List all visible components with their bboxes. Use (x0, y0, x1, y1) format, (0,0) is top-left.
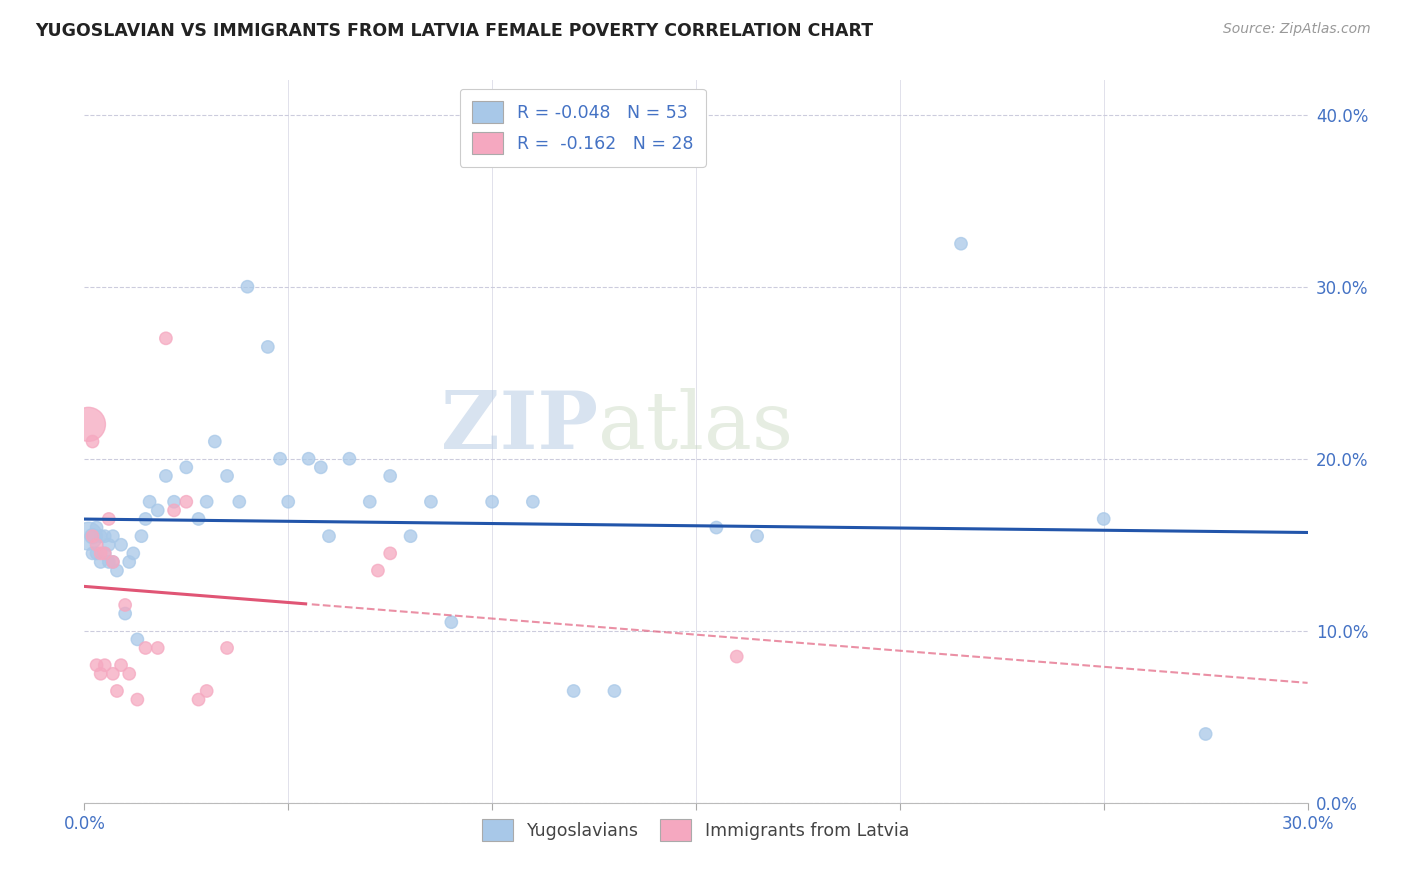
Point (277, 494, 299, 508)
Point (309, 460, 332, 475)
Point (174, 494, 197, 508)
Point (747, 529, 769, 543)
Point (135, 512, 157, 526)
Point (97, 555, 120, 569)
Point (86, 538, 108, 552)
Point (257, 340, 280, 354)
Point (146, 503, 169, 517)
Point (82, 546, 104, 560)
Point (138, 494, 160, 508)
Point (90, 529, 112, 543)
Point (481, 494, 503, 508)
Point (82, 434, 104, 449)
Text: ZIP: ZIP (441, 388, 598, 467)
Point (1195, 727, 1218, 741)
Point (195, 494, 218, 508)
Point (86, 520, 108, 534)
Point (77, 417, 100, 432)
Text: atlas: atlas (598, 388, 793, 467)
Point (110, 538, 132, 552)
Point (114, 598, 136, 612)
Point (101, 666, 124, 681)
Legend: Yugoslavians, Immigrants from Latvia: Yugoslavians, Immigrants from Latvia (475, 812, 917, 848)
Point (155, 331, 177, 345)
Point (110, 658, 132, 673)
Point (82, 529, 104, 543)
Point (174, 460, 197, 475)
Point (90, 555, 112, 569)
Point (195, 684, 218, 698)
Point (217, 640, 239, 655)
Point (187, 692, 209, 706)
Text: YUGOSLAVIAN VS IMMIGRANTS FROM LATVIA FEMALE POVERTY CORRELATION CHART: YUGOSLAVIAN VS IMMIGRANTS FROM LATVIA FE… (35, 22, 873, 40)
Point (127, 692, 149, 706)
Point (93, 546, 115, 560)
Point (93, 529, 115, 543)
Point (93, 546, 115, 560)
Point (562, 684, 585, 698)
Point (101, 555, 124, 569)
Point (318, 529, 340, 543)
Point (93, 658, 115, 673)
Point (380, 469, 402, 483)
Point (105, 564, 128, 578)
Point (706, 520, 728, 534)
Point (339, 451, 361, 466)
Point (399, 529, 422, 543)
Point (101, 529, 124, 543)
Point (86, 658, 108, 673)
Point (440, 615, 463, 630)
Point (228, 494, 250, 508)
Point (86, 546, 108, 560)
Point (1092, 512, 1115, 526)
Point (97, 538, 120, 552)
Point (725, 649, 748, 664)
Point (82, 529, 104, 543)
Point (236, 279, 259, 293)
Point (522, 494, 544, 508)
Point (97, 512, 120, 526)
Point (118, 666, 141, 681)
Point (269, 451, 291, 466)
Point (90, 546, 112, 560)
Point (131, 529, 153, 543)
Point (359, 494, 381, 508)
Point (118, 555, 141, 569)
Point (420, 494, 443, 508)
Point (90, 666, 112, 681)
Point (163, 503, 186, 517)
Text: Source: ZipAtlas.com: Source: ZipAtlas.com (1223, 22, 1371, 37)
Point (146, 640, 169, 655)
Point (101, 555, 124, 569)
Point (298, 451, 321, 466)
Point (380, 546, 402, 560)
Point (204, 434, 226, 449)
Point (122, 546, 145, 560)
Point (367, 564, 389, 578)
Point (77, 529, 100, 543)
Point (187, 512, 209, 526)
Point (135, 640, 157, 655)
Point (217, 469, 239, 483)
Point (127, 632, 149, 647)
Point (114, 607, 136, 621)
Point (163, 494, 186, 508)
Point (950, 236, 973, 251)
Point (105, 684, 128, 698)
Point (155, 469, 177, 483)
Point (603, 684, 626, 698)
